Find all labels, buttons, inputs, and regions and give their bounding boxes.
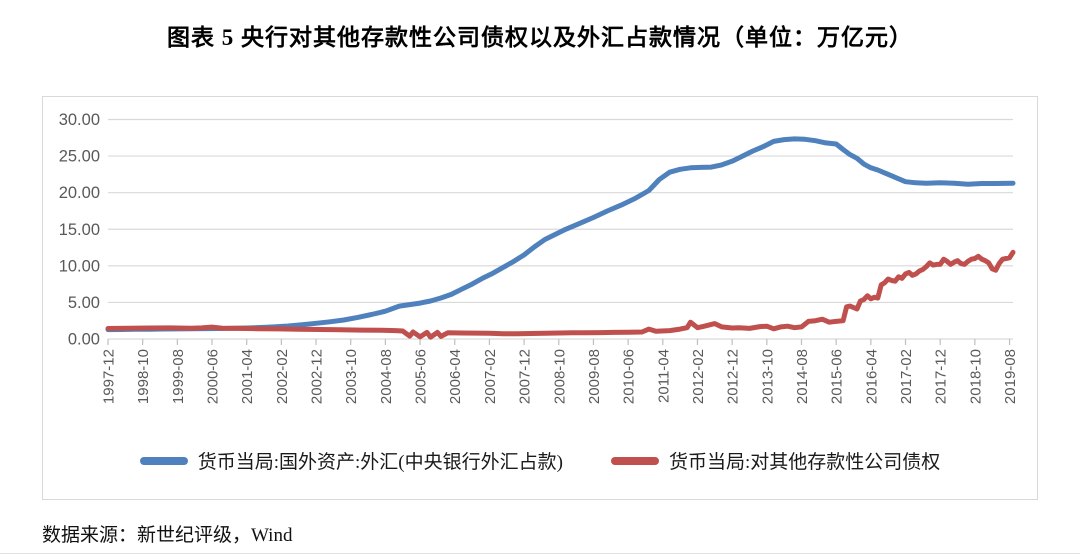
fx-series-label: 货币当局:国外资产:外汇(中央银行外汇占款)	[197, 452, 563, 473]
y-axis-label-15: 15.00	[59, 221, 100, 239]
x-axis-label-2001-04: 2001-04	[239, 349, 256, 404]
x-axis-label-2003-10: 2003-10	[343, 349, 360, 404]
y-axis-label-0: 0.00	[68, 331, 100, 349]
chart-box: 0.00 5.00 10.00 15.00 20.00 25.00 30.00 1997-12…	[42, 96, 1038, 500]
x-axis-label-2005-06: 2005-06	[413, 349, 430, 404]
y-axis-label-30: 30.00	[59, 111, 100, 129]
y-axis-label-5: 5.00	[68, 294, 100, 312]
fx-series-swatch	[139, 456, 188, 465]
x-axis-label-2017-12: 2017-12	[933, 349, 950, 404]
x-axis-label-2010-06: 2010-06	[621, 349, 638, 404]
x-axis-label-1997-12: 1997-12	[101, 349, 118, 404]
claims-series-swatch	[610, 456, 659, 465]
x-axis-label-2000-06: 2000-06	[205, 349, 222, 404]
x-axis-label-2007-12: 2007-12	[517, 349, 534, 404]
x-axis-label-2012-12: 2012-12	[725, 349, 742, 404]
series-line-1	[105, 249, 1016, 340]
x-axis-label-2002-02: 2002-02	[274, 349, 291, 404]
page-bottom-rule	[0, 553, 1080, 554]
x-axis-label-2014-08: 2014-08	[794, 349, 811, 404]
x-axis-label-2007-02: 2007-02	[482, 349, 499, 404]
x-axis-label-2011-04: 2011-04	[655, 349, 672, 403]
x-axis-label-2009-08: 2009-08	[586, 349, 603, 404]
x-axis-label-2002-12: 2002-12	[309, 349, 326, 404]
x-axis-label-2019-08: 2019-08	[1002, 349, 1019, 404]
y-axis-label-25: 25.00	[59, 148, 100, 166]
x-axis-label-2008-10: 2008-10	[551, 349, 568, 404]
data-source-note: 数据来源：新世纪评级，Wind	[42, 525, 293, 546]
x-axis-label-2006-04: 2006-04	[447, 349, 464, 404]
chart-plot: 0.00 5.00 10.00 15.00 20.00 25.00 30.00 1997-12…	[59, 111, 1019, 404]
claims-series-label: 货币当局:对其他存款性公司债权	[668, 452, 941, 473]
x-axis-label-2017-02: 2017-02	[898, 349, 915, 404]
x-axis-label-2013-10: 2013-10	[759, 349, 776, 404]
y-axis-label-20: 20.00	[59, 184, 100, 202]
y-axis-label-10: 10.00	[59, 257, 100, 275]
legend-item-claims: 货币当局:对其他存款性公司债权	[610, 447, 941, 474]
x-axis-label-1999-08: 1999-08	[170, 349, 187, 404]
x-axis-label-2015-06: 2015-06	[829, 349, 846, 404]
chart-legend: 货币当局:国外资产:外汇(中央银行外汇占款) 货币当局:对其他存款性公司债权	[43, 447, 1037, 474]
series-line-0	[105, 136, 1016, 333]
legend-item-fx: 货币当局:国外资产:外汇(中央银行外汇占款)	[139, 447, 563, 474]
x-axis-label-2012-02: 2012-02	[690, 349, 707, 404]
x-axis-label-2016-04: 2016-04	[863, 349, 880, 404]
figure-title: 图表 5 央行对其他存款性公司债权以及外汇占款情况（单位：万亿元）	[167, 25, 913, 50]
x-axis-label-2018-10: 2018-10	[967, 349, 984, 404]
x-axis-label-1998-10: 1998-10	[135, 349, 152, 404]
x-axis-label-2004-08: 2004-08	[378, 349, 395, 404]
